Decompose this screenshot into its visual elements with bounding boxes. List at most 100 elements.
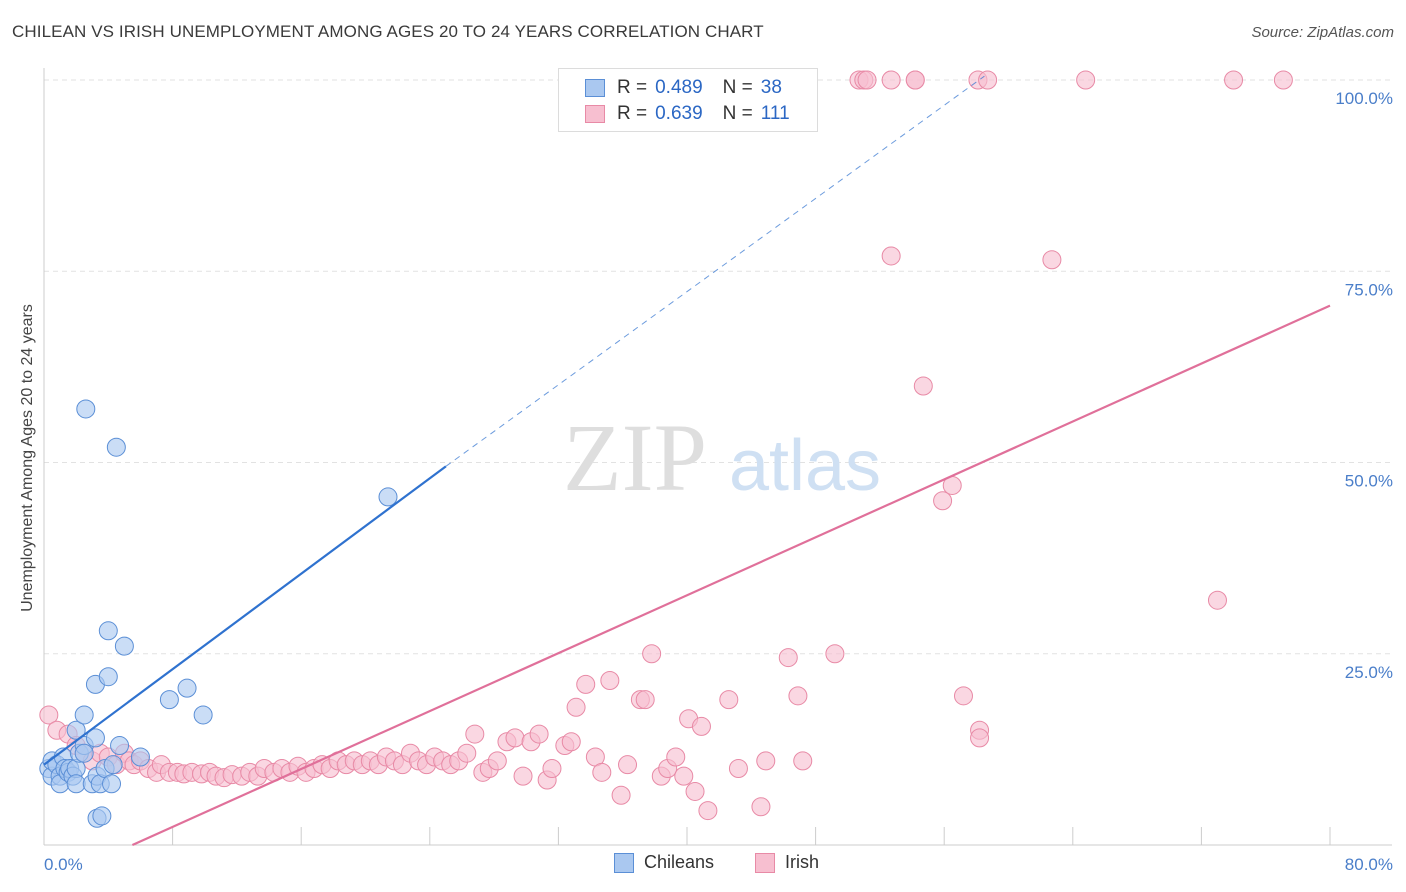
series-legend: Chileans Irish: [0, 852, 1406, 876]
irish-point: [825, 644, 845, 664]
irish-point: [685, 781, 705, 801]
legend-swatch-irish: [585, 105, 605, 123]
chilean-point: [66, 774, 86, 794]
irish-point: [778, 648, 798, 668]
legend-item-chileans[interactable]: Chileans: [614, 852, 714, 873]
irish-point: [970, 728, 990, 748]
y-tick-label: 50.0%: [1345, 472, 1393, 491]
chilean-point: [103, 755, 123, 775]
legend-n-label: N =: [722, 77, 753, 98]
irish-point: [542, 759, 562, 778]
chart-title: CHILEAN VS IRISH UNEMPLOYMENT AMONG AGES…: [12, 22, 764, 41]
irish-point: [698, 801, 718, 821]
irish-point: [611, 785, 631, 805]
x-tick-label: 0.0%: [44, 855, 83, 874]
irish-point: [635, 690, 655, 710]
irish-point: [529, 724, 549, 744]
watermark: ZIP atlas: [563, 404, 881, 511]
chilean-point: [85, 728, 105, 748]
correlation-legend: R = 0.489 N = 38 R = 0.639 N = 111: [558, 68, 818, 132]
irish-trend-line: [131, 304, 1331, 847]
chilean-point: [74, 743, 94, 763]
chilean-points: [39, 399, 398, 828]
irish-point: [1224, 70, 1244, 90]
chilean-point: [378, 487, 398, 507]
chilean-point: [106, 437, 126, 457]
chileans-trend-extension: [445, 75, 985, 467]
irish-point: [953, 686, 973, 706]
irish-point: [1076, 70, 1096, 90]
y-tick-label: 100.0%: [1335, 89, 1393, 108]
irish-point: [1207, 590, 1227, 610]
legend-r-label: R =: [617, 103, 648, 124]
legend-swatch-chileans: [614, 852, 634, 873]
irish-point: [857, 70, 877, 90]
irish-point: [793, 751, 813, 771]
chilean-point: [159, 690, 179, 710]
legend-item-irish[interactable]: Irish: [755, 852, 819, 873]
irish-point: [513, 766, 533, 786]
irish-point: [465, 724, 485, 744]
irish-point: [566, 697, 586, 717]
trend-lines: [43, 75, 1331, 847]
irish-point: [576, 674, 596, 694]
legend-swatch-irish: [755, 852, 775, 873]
irish-points: [39, 70, 1293, 821]
axes: [43, 68, 1392, 846]
irish-point: [487, 751, 507, 771]
irish-point: [756, 751, 776, 771]
legend-r-label: R =: [617, 77, 648, 98]
legend-n-label: N =: [722, 103, 753, 124]
irish-point: [933, 491, 953, 511]
legend-r-value: 0.489: [655, 77, 703, 98]
irish-point: [674, 766, 694, 786]
irish-point: [881, 246, 901, 266]
irish-point: [39, 705, 59, 725]
irish-point: [719, 690, 739, 710]
chilean-point: [98, 667, 118, 687]
irish-point: [881, 70, 901, 90]
irish-point: [642, 644, 662, 664]
irish-point: [691, 716, 711, 736]
legend-n-value: 111: [760, 103, 790, 124]
irish-point: [592, 762, 612, 782]
irish-point: [1042, 250, 1062, 270]
tick-labels: 100.0% 75.0% 50.0% 25.0% 0.0% 80.0%: [44, 89, 1393, 874]
irish-point: [505, 728, 525, 748]
legend-label-chileans: Chileans: [644, 852, 715, 872]
legend-swatch-chileans: [585, 79, 605, 97]
y-tick-label: 75.0%: [1345, 280, 1393, 299]
chilean-point: [177, 678, 197, 698]
chilean-point: [66, 720, 86, 740]
chilean-point: [92, 806, 112, 826]
irish-point: [666, 747, 686, 767]
legend-row-irish: R = 0.639 N = 111: [585, 102, 810, 126]
irish-point: [457, 743, 477, 763]
chilean-point: [110, 736, 130, 756]
irish-point: [600, 671, 620, 691]
chilean-point: [102, 774, 122, 794]
watermark-zip: ZIP: [563, 404, 707, 511]
legend-row-chileans: R = 0.489 N = 38: [585, 76, 802, 100]
chart-source: Source: ZipAtlas.com: [1251, 24, 1394, 41]
chilean-point: [98, 621, 118, 641]
irish-point: [905, 70, 925, 90]
irish-point: [618, 755, 638, 775]
watermark-atlas: atlas: [729, 426, 881, 506]
irish-point: [561, 732, 581, 752]
x-tick-label: 80.0%: [1345, 855, 1393, 874]
legend-n-value: 38: [760, 77, 782, 98]
irish-point: [751, 797, 771, 817]
grid-lines: [44, 79, 1392, 655]
irish-point: [978, 70, 998, 90]
irish-point: [788, 686, 808, 706]
legend-r-value: 0.639: [655, 103, 703, 124]
chilean-point: [193, 705, 213, 725]
irish-point: [913, 376, 933, 396]
chilean-point: [130, 747, 150, 767]
chilean-point: [74, 705, 94, 725]
legend-label-irish: Irish: [785, 852, 820, 872]
irish-point: [728, 759, 748, 778]
chilean-point: [76, 399, 96, 419]
